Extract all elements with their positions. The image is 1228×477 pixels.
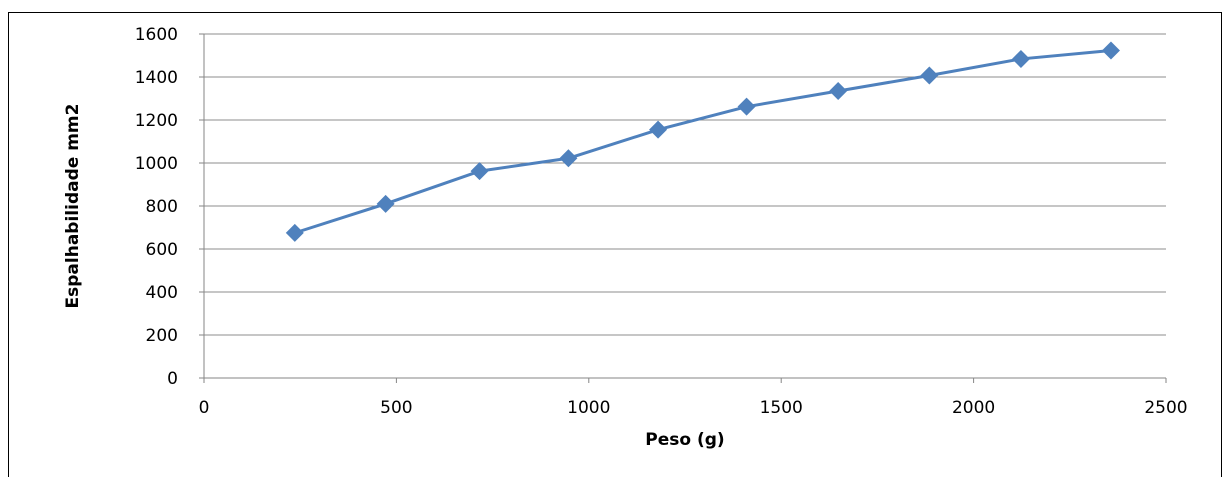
frame-top-border <box>8 12 1222 13</box>
x-tick-label: 2000 <box>952 398 995 418</box>
y-tick-label: 1200 <box>135 111 178 131</box>
data-point-marker <box>376 194 395 213</box>
y-tick-label: 200 <box>146 326 178 346</box>
data-point-marker <box>920 66 939 85</box>
x-tick-label: 1000 <box>567 398 610 418</box>
chart-axes <box>199 34 1166 383</box>
x-axis-title: Peso (g) <box>645 430 724 450</box>
data-series <box>285 41 1120 242</box>
x-tick-labels: 0 500 1000 1500 2000 2500 <box>199 378 1188 418</box>
data-point-marker <box>1011 49 1030 68</box>
y-tick-label: 1000 <box>135 154 178 174</box>
data-point-marker <box>470 162 489 181</box>
x-tick-label: 500 <box>380 398 412 418</box>
data-point-marker <box>285 223 304 242</box>
x-tick-label: 1500 <box>760 398 803 418</box>
data-point-marker <box>737 97 756 116</box>
data-point-marker <box>829 81 848 100</box>
gridlines <box>204 33 1166 336</box>
y-tick-label: 400 <box>146 283 178 303</box>
x-tick-label: 0 <box>199 398 210 418</box>
frame-right-border <box>1221 12 1222 477</box>
frame-left-border <box>8 12 9 477</box>
y-tick-label: 600 <box>146 240 178 260</box>
x-tick-label: 2500 <box>1144 398 1187 418</box>
y-tick-label: 0 <box>167 369 178 389</box>
series-line <box>293 49 1113 235</box>
y-tick-label: 1600 <box>135 25 178 45</box>
y-tick-labels: 0 200 400 600 800 1000 1200 1400 1600 <box>135 25 204 389</box>
y-axis-title: Espalhabilidade mm2 <box>63 104 83 309</box>
data-point-marker <box>559 149 578 168</box>
data-point-marker <box>649 120 668 139</box>
y-tick-label: 1400 <box>135 68 178 88</box>
y-tick-label: 800 <box>146 197 178 217</box>
data-point-marker <box>1101 41 1120 60</box>
